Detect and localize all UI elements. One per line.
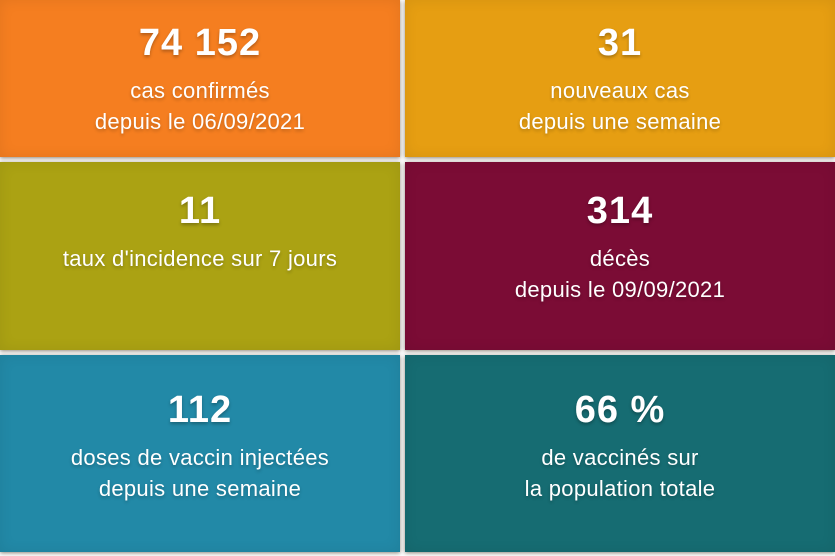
tile-vaccine-doses: 112 doses de vaccin injectées depuis une… [0,355,400,552]
stat-value-vaccine-doses: 112 [167,389,233,431]
stat-value-deaths: 314 [586,190,654,232]
tile-vaccinated-percent: 66 % de vaccinés sur la population total… [405,355,835,552]
tile-confirmed-cases: 74 152 cas confirmés depuis le 06/09/202… [0,0,400,157]
stat-label-line: doses de vaccin injectées [70,444,330,470]
tile-new-cases: 31 nouveaux cas depuis une semaine [405,0,835,157]
stat-label-line: depuis le 06/09/2021 [94,108,306,134]
stat-value-incidence-rate: 11 [178,190,222,232]
stat-value-vaccinated-percent: 66 % [574,389,666,431]
stat-label-line: la population totale [524,475,716,501]
tile-deaths: 314 décès depuis le 09/09/2021 [405,162,835,350]
tile-incidence-rate: 11 taux d'incidence sur 7 jours [0,162,400,350]
stat-value-new-cases: 31 [597,22,643,64]
stat-label-new-cases: nouveaux cas depuis une semaine [519,75,721,137]
stat-label-line: de vaccinés sur [541,444,699,470]
stat-label-vaccine-doses: doses de vaccin injectées depuis une sem… [71,442,329,504]
stat-label-line: depuis le 09/09/2021 [514,276,726,302]
stat-label-line: depuis une semaine [518,108,722,134]
stat-label-confirmed-cases: cas confirmés depuis le 06/09/2021 [95,75,305,137]
stat-label-vaccinated-percent: de vaccinés sur la population totale [525,442,716,504]
stat-label-line: décès [589,245,651,271]
stat-label-incidence-rate: taux d'incidence sur 7 jours [63,243,337,274]
stat-label-deaths: décès depuis le 09/09/2021 [515,243,725,305]
stat-value-confirmed-cases: 74 152 [138,22,262,64]
stat-label-line: cas confirmés [130,77,270,103]
stat-label-line: nouveaux cas [550,77,690,103]
stat-label-line: depuis une semaine [98,475,302,501]
stat-label-line: taux d'incidence sur 7 jours [62,245,338,271]
